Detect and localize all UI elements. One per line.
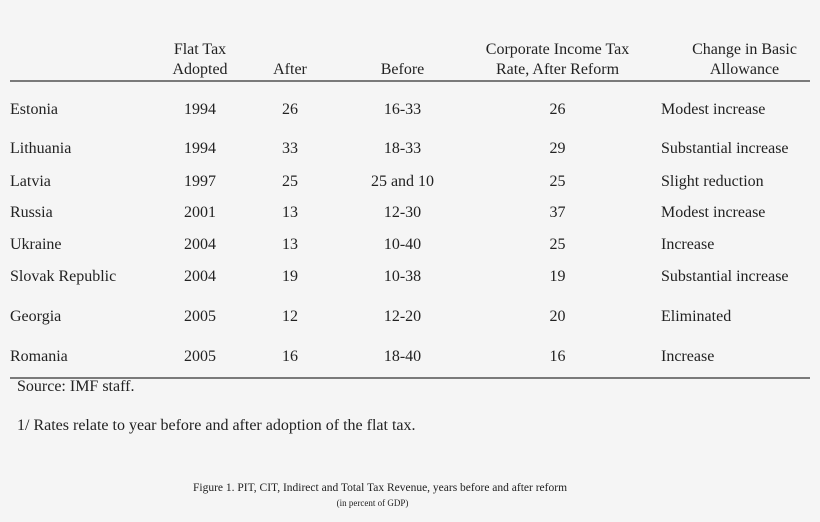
cell-country: Latvia xyxy=(10,173,51,190)
header-line: After xyxy=(273,61,307,78)
cell-allowance: Modest increase xyxy=(661,204,766,221)
cell-before: 16-33 xyxy=(383,101,422,118)
cell-cit: 25 xyxy=(549,173,566,190)
header-cit-rate: Corporate Income Tax Rate, After Reform xyxy=(460,40,655,80)
cell-year: 2005 xyxy=(184,348,216,365)
cell-after: 13 xyxy=(282,204,298,221)
cell-year: 2004 xyxy=(184,268,216,285)
cell-after: 25 xyxy=(282,173,298,190)
cell-year: 1994 xyxy=(184,101,216,118)
footnote: 1/ Rates relate to year before and after… xyxy=(17,417,416,434)
cell-allowance: Eliminated xyxy=(661,308,732,325)
cell-allowance: Increase xyxy=(661,348,715,365)
cell-cit: 16 xyxy=(549,348,566,365)
cell-country: Ukraine xyxy=(10,236,62,253)
cell-cit: 37 xyxy=(549,204,566,221)
cell-cit: 19 xyxy=(549,268,566,285)
header-line: Change in Basic xyxy=(692,41,797,58)
cell-year: 1994 xyxy=(184,140,216,157)
cell-country: Georgia xyxy=(10,308,62,325)
header-line: Allowance xyxy=(709,61,780,78)
cell-year: 2005 xyxy=(184,308,216,325)
cell-before: 10-38 xyxy=(383,268,422,285)
cell-country: Russia xyxy=(10,204,53,221)
bottom-rule xyxy=(10,377,810,379)
cell-cit: 26 xyxy=(549,101,566,118)
cell-country: Lithuania xyxy=(10,140,72,157)
cell-allowance: Modest increase xyxy=(661,101,766,118)
figure-subcaption: (in percent of GDP) xyxy=(336,498,409,508)
cell-after: 16 xyxy=(282,348,298,365)
cell-year: 2004 xyxy=(184,236,216,253)
cell-allowance: Substantial increase xyxy=(661,140,789,157)
cell-after: 13 xyxy=(282,236,298,253)
cell-before: 12-20 xyxy=(383,308,422,325)
cell-allowance: Slight reduction xyxy=(661,173,764,190)
figure-caption: Figure 1. PIT, CIT, Indirect and Total T… xyxy=(192,482,568,494)
cell-after: 26 xyxy=(282,101,298,118)
cell-cit: 29 xyxy=(549,140,566,157)
cell-after: 19 xyxy=(282,268,298,285)
header-rule xyxy=(10,80,810,82)
cell-cit: 25 xyxy=(549,236,566,253)
header-after: After xyxy=(260,60,320,80)
cell-year: 2001 xyxy=(184,204,216,221)
cell-before: 18-33 xyxy=(383,140,422,157)
header-before: Before xyxy=(360,60,445,80)
cell-allowance: Substantial increase xyxy=(661,268,789,285)
header-line: Rate, After Reform xyxy=(495,61,620,78)
cell-country: Estonia xyxy=(10,101,58,118)
cell-after: 12 xyxy=(282,308,298,325)
cell-country: Romania xyxy=(10,348,68,365)
cell-allowance: Increase xyxy=(661,236,715,253)
header-line: Adopted xyxy=(172,61,228,78)
cell-before: 12-30 xyxy=(383,204,422,221)
header-line: Corporate Income Tax xyxy=(485,41,630,58)
header-line: Before xyxy=(380,61,425,78)
header-line: Flat Tax xyxy=(173,41,227,58)
cell-before: 25 and 10 xyxy=(370,173,435,190)
cell-year: 1997 xyxy=(184,173,216,190)
cell-after: 33 xyxy=(282,140,298,157)
cell-cit: 20 xyxy=(549,308,566,325)
cell-country: Slovak Republic xyxy=(10,268,117,285)
source-note: Source: IMF staff. xyxy=(17,378,135,395)
cell-before: 18-40 xyxy=(383,348,422,365)
header-adopted: Flat Tax Adopted xyxy=(150,40,250,80)
cell-before: 10-40 xyxy=(383,236,422,253)
header-allowance: Change in Basic Allowance xyxy=(672,40,817,80)
